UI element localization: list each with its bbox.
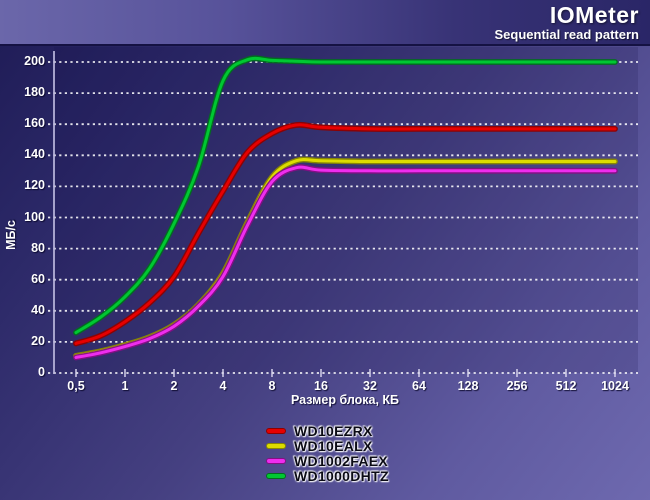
y-tick-label: 180 xyxy=(24,85,45,100)
x-tick-label: 8 xyxy=(268,379,276,393)
legend-swatch-icon xyxy=(267,428,285,433)
series-line-WD1000DHTZ xyxy=(74,56,617,335)
y-tick-label: 60 xyxy=(31,271,45,286)
legend: WD10EZRX WD10EALX WD1002FAEX WD1000DHTZ xyxy=(267,422,389,484)
x-tick-label: 2 xyxy=(170,379,178,393)
legend-swatch-icon xyxy=(267,473,285,478)
series-line-WD1002FAEX xyxy=(74,165,617,359)
x-tick-label: 512 xyxy=(555,379,577,393)
legend-swatch-icon xyxy=(267,443,285,448)
y-tick-label: 20 xyxy=(31,333,45,348)
x-tick-label: 32 xyxy=(363,379,377,393)
legend-item-WD10EALX: WD10EALX xyxy=(267,437,389,454)
legend-item-WD1002FAEX: WD1002FAEX xyxy=(267,452,389,469)
plot-area xyxy=(54,47,638,373)
chart-header: IOMeter Sequential read pattern xyxy=(0,0,650,46)
y-tick-label: 100 xyxy=(24,209,45,224)
y-tick-label: 200 xyxy=(24,54,45,68)
x-tick-label: 128 xyxy=(457,379,479,393)
y-tick-label: 80 xyxy=(31,240,45,255)
chart-subtitle: Sequential read pattern xyxy=(494,27,639,42)
legend-label: WD10EALX xyxy=(294,437,373,454)
x-tick-label: 1 xyxy=(121,379,129,393)
legend-label: WD1002FAEX xyxy=(294,452,389,469)
y-tick-label: 40 xyxy=(31,302,45,317)
y-tick-label: 140 xyxy=(24,147,45,162)
x-tick-label: 16 xyxy=(314,379,328,393)
legend-swatch-icon xyxy=(267,458,285,463)
x-tick-label: 256 xyxy=(506,379,528,393)
x-tick-label: 0,5 xyxy=(67,379,85,393)
y-tick-label: 160 xyxy=(24,116,45,131)
series-line-WD10EZRX xyxy=(74,123,617,345)
chart-title: IOMeter xyxy=(549,2,639,28)
y-tick-label: 120 xyxy=(24,178,45,193)
legend-label: WD1000DHTZ xyxy=(294,467,389,484)
series-line-edge-WD1000DHTZ xyxy=(73,55,618,336)
x-tick-label: 4 xyxy=(219,379,227,393)
x-tick-label: 64 xyxy=(412,379,426,393)
x-tick-label: 1024 xyxy=(601,379,629,393)
legend-item-WD10EZRX: WD10EZRX xyxy=(267,422,389,439)
y-tick-label: 0 xyxy=(38,365,45,379)
legend-item-WD1000DHTZ: WD1000DHTZ xyxy=(267,467,389,484)
x-axis-title: Размер блока, КБ xyxy=(290,393,400,407)
legend-label: WD10EZRX xyxy=(294,422,373,439)
